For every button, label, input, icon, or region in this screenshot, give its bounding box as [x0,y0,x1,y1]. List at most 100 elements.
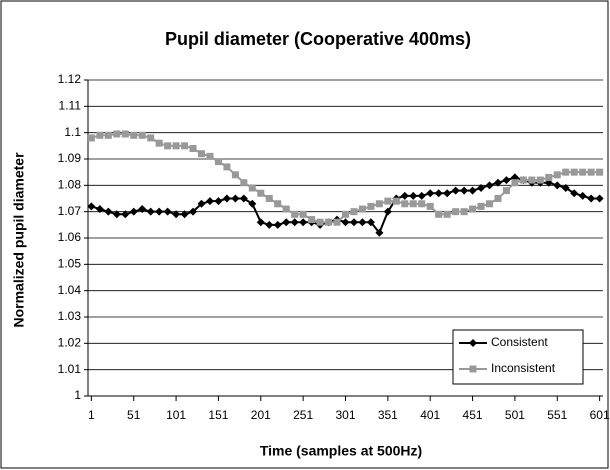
marker [536,176,544,184]
marker [121,210,130,219]
marker [469,339,477,347]
marker [205,197,214,206]
marker [240,179,248,187]
legend-label: Inconsistent [491,361,556,375]
marker [282,218,291,227]
marker [493,178,502,187]
marker [189,207,198,216]
marker [290,218,299,227]
marker [155,207,164,216]
marker [595,194,604,203]
marker [273,220,282,229]
x-axis-title: Time (samples at 500Hz) [260,443,422,459]
marker [452,208,460,216]
marker [231,194,240,203]
marker [308,216,316,224]
marker [553,181,562,190]
marker [375,200,383,208]
marker [231,171,239,179]
marker [392,197,400,205]
marker [104,131,112,139]
marker [528,176,536,184]
marker [358,218,367,227]
marker [291,210,299,218]
marker [222,194,231,203]
marker [189,144,197,152]
marker [164,142,172,150]
marker [248,184,256,192]
marker [460,208,468,216]
marker [562,168,570,176]
marker [409,200,417,208]
x-tick-label: 401 [420,408,440,422]
x-tick-label: 451 [463,408,483,422]
marker [596,168,604,176]
marker [443,189,452,198]
marker [570,168,578,176]
x-tick-label: 1 [88,408,95,422]
marker [96,131,104,139]
marker [265,195,273,202]
marker [121,130,129,138]
marker [341,218,350,227]
marker [214,158,222,166]
marker [401,200,409,208]
y-tick-label: 1.12 [58,72,82,86]
marker [239,194,248,203]
marker [155,139,163,147]
marker [570,189,579,198]
marker [256,218,265,227]
marker [206,152,214,160]
marker [299,210,307,218]
marker [138,205,147,214]
marker [325,218,333,226]
marker [316,218,324,226]
marker [460,186,469,195]
x-tick-label: 101 [166,408,186,422]
legend-box [452,329,584,385]
marker [375,228,384,237]
marker [163,207,172,216]
marker [502,187,510,195]
x-tick-label: 151 [208,408,228,422]
x-tick-label: 301 [335,408,355,422]
y-tick-label: 1.02 [58,336,82,350]
marker [197,199,206,208]
x-tick-label: 601 [590,408,610,422]
y-axis-title: Normalized pupil diameter [11,152,27,328]
marker [367,202,375,210]
y-tick-label: 1.03 [58,309,82,323]
marker [443,210,451,218]
marker [469,365,477,373]
y-tick-label: 1.05 [58,257,82,271]
marker [366,218,375,227]
marker [426,189,435,198]
marker [553,171,561,179]
marker [587,168,595,176]
y-tick-label: 1.09 [58,151,82,165]
x-tick-label: 551 [547,408,567,422]
marker [172,142,180,150]
marker [435,210,443,218]
chart-title: Pupil diameter (Cooperative 400ms) [165,29,471,49]
marker [477,183,486,192]
y-tick-label: 1.01 [58,362,82,376]
marker [198,150,206,158]
marker [95,205,104,214]
marker [147,134,155,142]
y-tick-label: 1.04 [58,283,82,297]
marker [113,130,121,138]
marker [469,205,477,213]
y-tick-label: 1 [74,388,81,402]
marker [342,210,349,218]
marker [214,197,223,206]
marker [129,207,138,216]
marker [545,173,553,181]
y-tick-label: 1.06 [58,230,82,244]
marker [350,208,358,216]
marker [561,183,570,192]
marker [384,197,392,205]
marker [248,199,257,208]
marker [223,163,231,171]
